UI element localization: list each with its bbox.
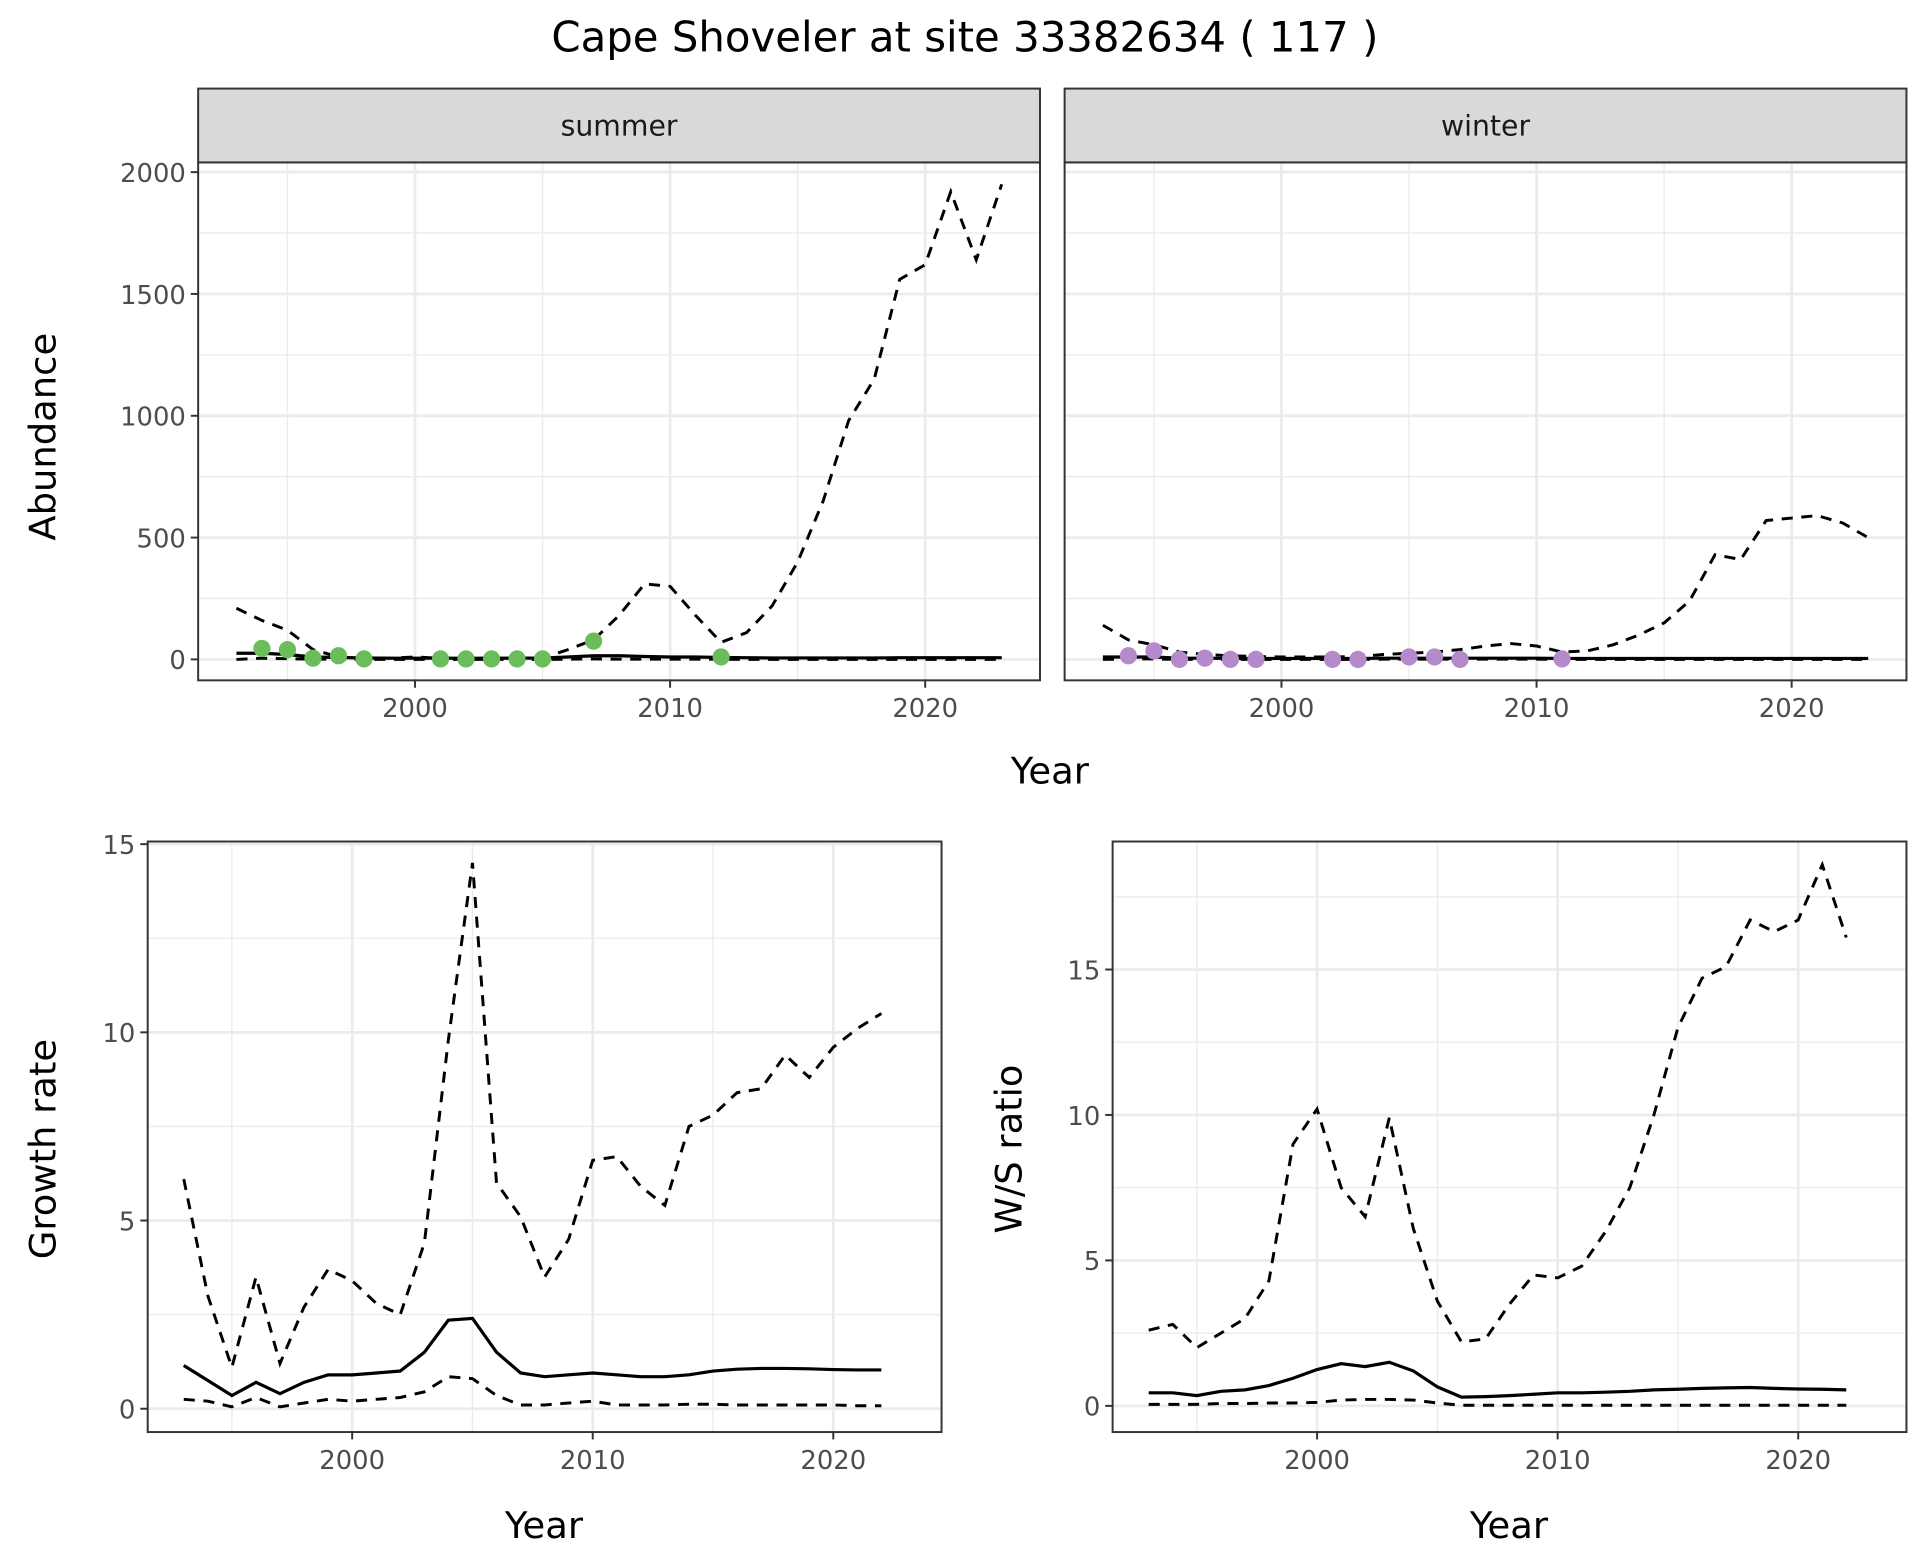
figure-title: Cape Shoveler at site 33382634 ( 117 ): [551, 13, 1378, 62]
data-point: [304, 649, 322, 667]
y-axis-title: W/S ratio: [988, 1065, 1031, 1234]
panel-winter: winter 2000 2010 2020: [1063, 87, 1908, 724]
series-line-lower: [183, 1375, 882, 1409]
data-point: [1425, 648, 1444, 666]
x-tick-label: 2000: [1249, 694, 1315, 724]
plot-background: [1112, 841, 1907, 1433]
y-tick-label: 15: [1067, 956, 1100, 986]
data-point: [1323, 650, 1342, 669]
x-tick-label: 2020: [1765, 1446, 1831, 1476]
plot-background: [147, 841, 942, 1433]
panel-plot-3: 2000 2010 2020 0 5 10 15 W/S ratio Year: [988, 840, 1908, 1547]
data-point: [1553, 650, 1571, 668]
x-tick-label: 2010: [637, 694, 703, 724]
facet-label: summer: [561, 109, 678, 142]
data-point: [253, 639, 271, 658]
data-point: [431, 650, 450, 668]
x-tick-label: 2020: [892, 694, 958, 724]
data-point: [1170, 650, 1189, 669]
data-point: [482, 650, 501, 668]
panel-border: [1111, 840, 1908, 1434]
y-axis-title: Abundance: [21, 333, 64, 541]
data-point: [1400, 648, 1418, 666]
facet-strip: [1063, 87, 1908, 164]
y-axis-title: Growth rate: [21, 1039, 64, 1259]
data-point: [1196, 649, 1214, 667]
data-point: [1349, 650, 1367, 669]
series-line-mean: [182, 1316, 882, 1398]
data-point: [329, 647, 348, 665]
facet-strip: [197, 87, 1041, 164]
data-point: [1145, 642, 1163, 660]
y-tick-label: 10: [103, 1019, 136, 1049]
y-tick-label: 10: [1067, 1102, 1100, 1132]
y-tick-label: 0: [169, 646, 185, 676]
x-tick-label: 2010: [560, 1446, 626, 1476]
panel-summer: summer 2000 2010 2020 0 500 1000 1500 2000 Abunda…: [21, 87, 1090, 793]
data-point: [457, 650, 475, 668]
series-line-lower: [1148, 1397, 1847, 1407]
data-point: [355, 650, 373, 668]
data-point: [278, 641, 297, 659]
x-tick-label: 2010: [1525, 1446, 1591, 1476]
y-tick-label: 2000: [120, 159, 186, 189]
data-point: [533, 650, 552, 668]
plot-background: [1064, 162, 1907, 681]
y-tick-label: 1500: [120, 281, 186, 311]
data-point: [1119, 647, 1138, 665]
data-point: [1221, 650, 1240, 669]
x-tick-label: 2000: [1284, 1446, 1350, 1476]
x-tick-label: 2000: [382, 694, 448, 724]
facet-label: winter: [1441, 109, 1530, 142]
series-line-upper: [1148, 860, 1848, 1350]
y-tick-label: 0: [1084, 1393, 1100, 1423]
y-tick-label: 500: [137, 524, 186, 554]
x-axis-title: Year: [504, 1504, 584, 1547]
x-axis-title: Year: [1010, 750, 1090, 793]
series-line-mean: [1148, 1360, 1847, 1399]
y-tick-label: 5: [1084, 1247, 1100, 1277]
x-axis-title: Year: [1469, 1504, 1549, 1547]
y-tick-label: 15: [103, 831, 136, 861]
x-tick-label: 2010: [1504, 694, 1570, 724]
y-tick-label: 1000: [120, 403, 186, 433]
x-tick-label: 2000: [319, 1446, 385, 1476]
x-tick-label: 2020: [1759, 694, 1825, 724]
data-point: [1451, 650, 1469, 669]
x-tick-label: 2020: [800, 1446, 866, 1476]
panel-plot-2: 2000 2010 2020 0 5 10 15 Growth rate Year: [21, 831, 943, 1547]
data-point: [712, 648, 730, 666]
y-tick-label: 0: [119, 1396, 135, 1426]
data-point: [584, 632, 603, 650]
data-point: [1247, 650, 1265, 669]
panel-border: [146, 840, 943, 1434]
y-tick-label: 5: [119, 1207, 135, 1237]
data-point: [508, 650, 526, 668]
plot-background: [198, 162, 1041, 681]
series-line-upper: [182, 862, 883, 1373]
